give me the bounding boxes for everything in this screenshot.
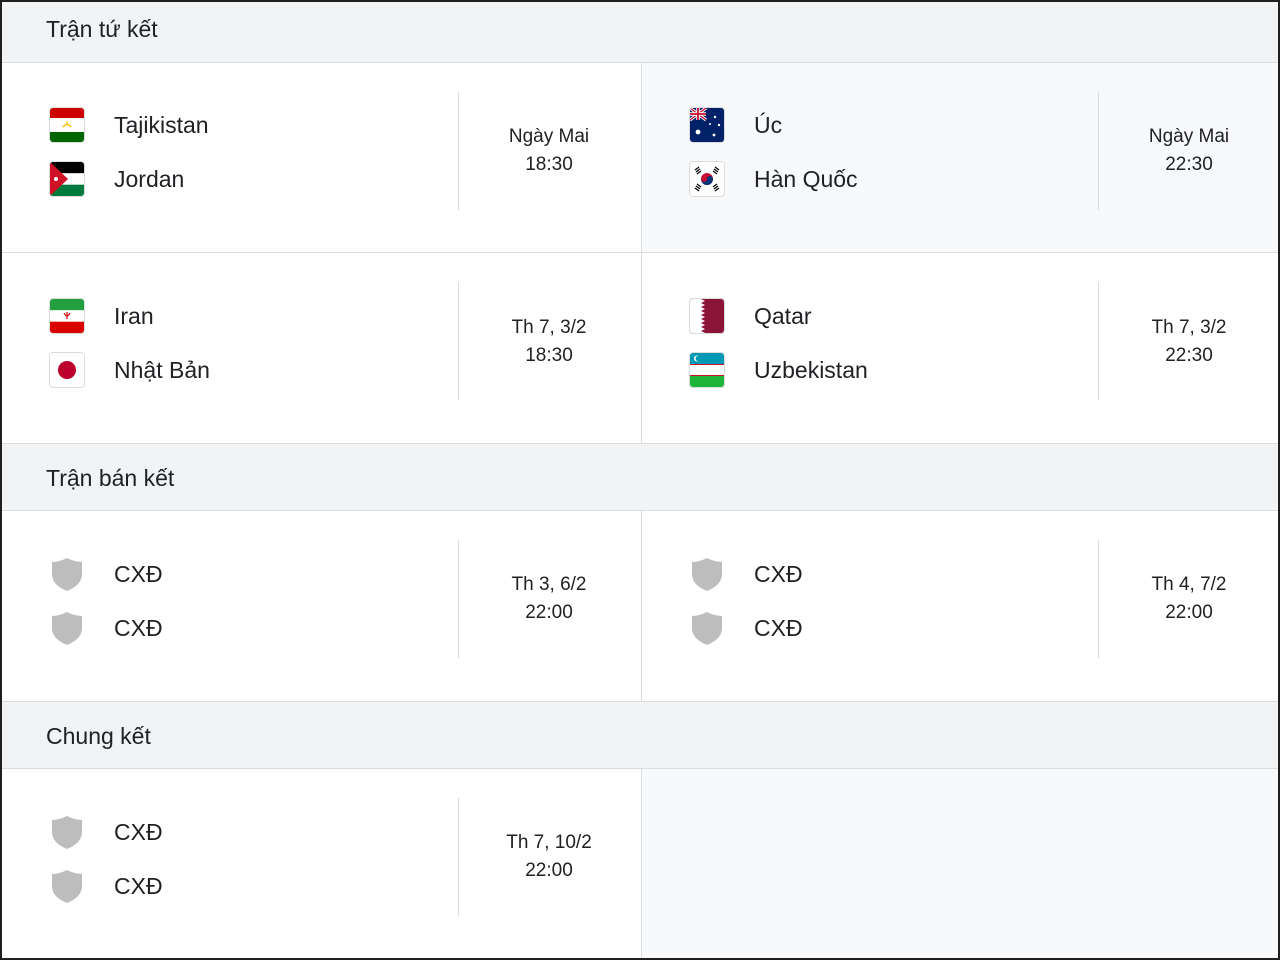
team-row-away: CXĐ [50,868,163,904]
shield-placeholder-icon [50,868,84,904]
team-name: Hàn Quốc [754,165,858,192]
team-name: CXĐ [114,872,163,899]
divider [458,798,459,916]
match-time-label: 22:30 [1165,345,1213,366]
team-name: CXĐ [114,818,163,845]
match-card[interactable]: CXĐ CXĐ Th 3, 6/2 22:00 [2,511,642,702]
match-date-label: Th 7, 3/2 [1151,317,1227,338]
match-card[interactable]: CXĐ CXĐ Th 7, 10/2 22:00 [2,769,642,958]
match-date-label: Ngày Mai [508,126,590,147]
team-row-home: CXĐ [50,556,163,592]
match-card[interactable]: Iran Nhật Bản Th 7, 3/2 18:30 [2,253,642,444]
jordan-flag-icon [50,162,84,196]
team-name: CXĐ [754,614,803,641]
tajikistan-flag-icon [50,108,84,142]
japan-flag-icon [50,353,84,387]
team-name: Tajikistan [114,111,209,138]
match-time: Ngày Mai 22:30 [1099,123,1278,179]
match-time-label: 22:30 [1165,154,1213,175]
uzbekistan-flag-icon [690,353,724,387]
match-card[interactable]: Úc Hàn Quốc Ngày Mai 22:30 [642,63,1278,253]
divider [1098,92,1099,210]
team-name: Nhật Bản [114,356,210,383]
match-time-label: 22:00 [525,602,573,623]
match-card[interactable]: Qatar Uzbekistan Th 7, 3/2 22:30 [642,253,1278,444]
section-header-final: Chung kết [2,702,1278,769]
match-card[interactable]: CXĐ CXĐ Th 4, 7/2 22:00 [642,511,1278,702]
section-header-quarterfinals: Trận tứ kết [2,2,1278,63]
section-header-semifinals: Trận bán kết [2,444,1278,511]
qatar-flag-icon [690,299,724,333]
team-row-away: Uzbekistan [690,352,868,388]
divider [458,540,459,658]
team-row-home: Iran [50,298,154,334]
match-time-label: 18:30 [525,154,573,175]
team-name: Jordan [114,165,185,192]
match-time: Th 7, 3/2 18:30 [459,314,639,370]
team-row-away: CXĐ [690,610,803,646]
section-title: Chung kết [46,723,151,749]
team-row-away: CXĐ [50,610,163,646]
team-name: Úc [754,111,783,138]
team-row-home: Úc [690,107,782,143]
match-time-label: 22:00 [525,860,573,881]
team-name: Uzbekistan [754,356,868,383]
team-row-away: Jordan [50,161,184,197]
team-row-home: CXĐ [690,556,803,592]
team-row-home: Qatar [690,298,812,334]
team-name: CXĐ [114,560,163,587]
shield-placeholder-icon [690,610,724,646]
divider [458,282,459,400]
match-time: Th 4, 7/2 22:00 [1099,571,1278,627]
match-time-label: 18:30 [525,345,573,366]
team-row-away: Nhật Bản [50,352,210,388]
shield-placeholder-icon [50,610,84,646]
empty-cell [642,769,1278,958]
divider [1098,282,1099,400]
match-date-label: Th 7, 3/2 [511,317,587,338]
match-time: Ngày Mai 18:30 [459,123,639,179]
match-date-label: Th 3, 6/2 [511,574,587,595]
match-time-label: 22:00 [1165,602,1213,623]
team-name: CXĐ [114,614,163,641]
divider [458,92,459,210]
divider [1098,540,1099,658]
section-title: Trận tứ kết [46,16,158,42]
team-name: CXĐ [754,560,803,587]
south-korea-flag-icon [690,162,724,196]
team-row-home: CXĐ [50,814,163,850]
match-date-label: Th 7, 10/2 [506,832,592,853]
australia-flag-icon [690,108,724,142]
match-date-label: Th 4, 7/2 [1151,574,1227,595]
team-row-home: Tajikistan [50,107,209,143]
section-title: Trận bán kết [46,465,175,491]
team-name: Iran [114,302,154,329]
match-time: Th 7, 10/2 22:00 [459,829,639,885]
team-row-away: Hàn Quốc [690,161,858,197]
shield-placeholder-icon [690,556,724,592]
shield-placeholder-icon [50,556,84,592]
match-card[interactable]: Tajikistan Jordan Ngày Mai 18:30 [2,63,642,253]
team-name: Qatar [754,302,812,329]
shield-placeholder-icon [50,814,84,850]
iran-flag-icon [50,299,84,333]
match-time: Th 3, 6/2 22:00 [459,571,639,627]
match-time: Th 7, 3/2 22:30 [1099,314,1278,370]
match-date-label: Ngày Mai [1148,126,1230,147]
